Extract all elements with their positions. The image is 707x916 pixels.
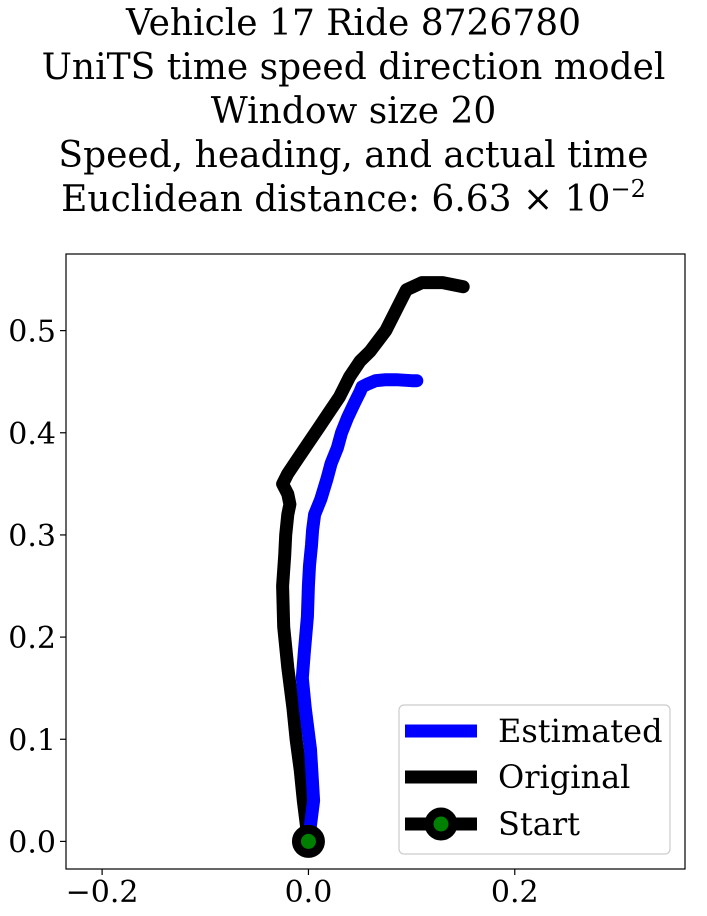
legend-box [398,704,671,855]
legend-label-start: Start [498,805,580,843]
distance-prefix: Euclidean distance: [61,179,432,220]
plot-frame [65,253,686,870]
y-tick-label: 0.1 [8,723,56,758]
title-line-3: Window size 20 [210,91,497,132]
x-tick-label: 0.0 [285,875,333,910]
y-tick-label: 0.3 [8,519,56,554]
x-tick-label: 0.2 [491,875,539,910]
ticks-layer: −0.2 0.0 0.2 0.0 0.1 0.2 0.3 0.4 0.5 [8,315,538,910]
start-marker [291,824,325,858]
distance-mantissa: 6.63 [431,179,512,220]
chart-title: Vehicle 17 Ride 8726780 UniTS time speed… [0,2,707,222]
title-line-1: Vehicle 17 Ride 8726780 [125,3,582,44]
distance-exponent: −2 [610,175,646,203]
series-line-original [276,276,470,848]
legend-label-original: Original [498,758,630,796]
title-line-5: Euclidean distance: 6.63 × 10−2 [0,175,707,222]
legend: Estimated Original Start [398,704,671,855]
y-tick-label: 0.2 [8,621,56,656]
title-line-4: Speed, heading, and actual time [58,135,649,176]
series-layer [276,276,470,858]
legend-label-estimated: Estimated [498,712,663,750]
y-tick-label: 0.0 [8,825,56,860]
x-tick-label: −0.2 [66,875,139,910]
series-line-estimated [295,373,424,848]
distance-times: × [523,179,554,220]
y-tick-label: 0.5 [8,315,56,350]
y-tick-label: 0.4 [8,417,56,452]
legend-marker-start [424,807,458,841]
title-line-2: UniTS time speed direction model [41,47,666,88]
distance-base: 10 [564,179,611,220]
